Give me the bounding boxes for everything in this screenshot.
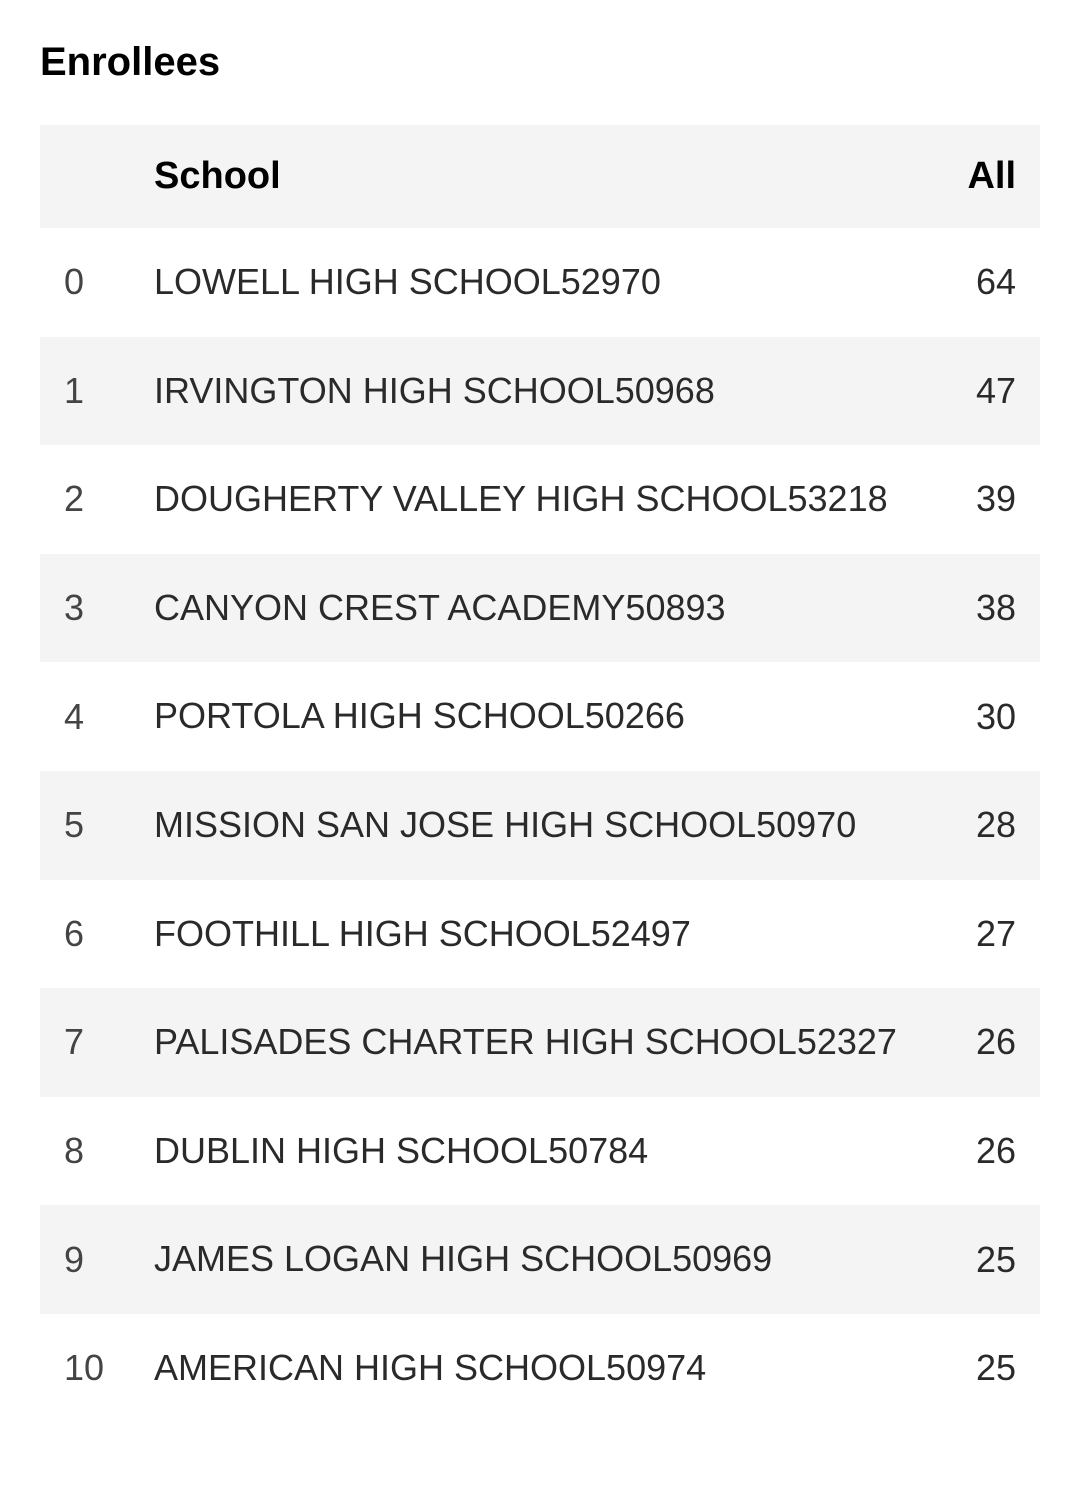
cell-all: 28	[930, 771, 1040, 880]
cell-index: 0	[40, 228, 130, 337]
cell-all: 38	[930, 554, 1040, 663]
table-row: 8 DUBLIN HIGH SCHOOL50784 26	[40, 1097, 1040, 1206]
table-row: 6 FOOTHILL HIGH SCHOOL52497 27	[40, 880, 1040, 989]
column-header-index	[40, 125, 130, 228]
table-body: 0 LOWELL HIGH SCHOOL52970 64 1 IRVINGTON…	[40, 228, 1040, 1423]
table-row: 7 PALISADES CHARTER HIGH SCHOOL52327 26	[40, 988, 1040, 1097]
cell-school: AMERICAN HIGH SCHOOL50974	[130, 1314, 930, 1423]
column-header-all: All	[930, 125, 1040, 228]
enrollees-table: School All 0 LOWELL HIGH SCHOOL52970 6 4 …	[40, 125, 1040, 1423]
cell-school: IRVINGTON HIGH SCHOOL50968	[130, 337, 930, 446]
table-row: 5 MISSION SAN JOSE HIGH SCHOOL50970 28	[40, 771, 1040, 880]
cell-index: 5	[40, 771, 130, 880]
cell-all: 30	[930, 662, 1040, 771]
cell-index: 7	[40, 988, 130, 1097]
cell-index: 2	[40, 445, 130, 554]
cell-index: 10	[40, 1314, 130, 1423]
table-row: 9 JAMES LOGAN HIGH SCHOOL50969 25	[40, 1205, 1040, 1314]
cell-all: 47	[930, 337, 1040, 446]
table-row: 2 DOUGHERTY VALLEY HIGH SCHOOL53218 39	[40, 445, 1040, 554]
cell-all: 26	[930, 1097, 1040, 1206]
table-row: 0 LOWELL HIGH SCHOOL52970 64	[40, 228, 1040, 337]
cell-school: PORTOLA HIGH SCHOOL50266	[130, 662, 930, 771]
page-title: Enrollees	[40, 40, 1040, 85]
cell-index: 1	[40, 337, 130, 446]
table-row: 3 CANYON CREST ACADEMY50893 38	[40, 554, 1040, 663]
cell-school: JAMES LOGAN HIGH SCHOOL50969	[130, 1205, 930, 1314]
table-header-row: School All	[40, 125, 1040, 228]
cell-school: DUBLIN HIGH SCHOOL50784	[130, 1097, 930, 1206]
table-row: 10 AMERICAN HIGH SCHOOL50974 25	[40, 1314, 1040, 1423]
cell-all: 39	[930, 445, 1040, 554]
cell-all: 25	[930, 1205, 1040, 1314]
cell-all: 64	[930, 228, 1040, 337]
cell-all: 27	[930, 880, 1040, 989]
cell-index: 9	[40, 1205, 130, 1314]
cell-all: 25	[930, 1314, 1040, 1423]
cell-index: 8	[40, 1097, 130, 1206]
column-header-school: School	[130, 125, 930, 228]
cell-school: FOOTHILL HIGH SCHOOL52497	[130, 880, 930, 989]
cell-school: LOWELL HIGH SCHOOL52970	[130, 228, 930, 337]
cell-school: PALISADES CHARTER HIGH SCHOOL52327	[130, 988, 930, 1097]
cell-school: CANYON CREST ACADEMY50893	[130, 554, 930, 663]
table-row: 4 PORTOLA HIGH SCHOOL50266 30	[40, 662, 1040, 771]
cell-all: 26	[930, 988, 1040, 1097]
cell-school: DOUGHERTY VALLEY HIGH SCHOOL53218	[130, 445, 930, 554]
cell-index: 3	[40, 554, 130, 663]
cell-school: MISSION SAN JOSE HIGH SCHOOL50970	[130, 771, 930, 880]
cell-index: 6	[40, 880, 130, 989]
cell-index: 4	[40, 662, 130, 771]
table-row: 1 IRVINGTON HIGH SCHOOL50968 47	[40, 337, 1040, 446]
